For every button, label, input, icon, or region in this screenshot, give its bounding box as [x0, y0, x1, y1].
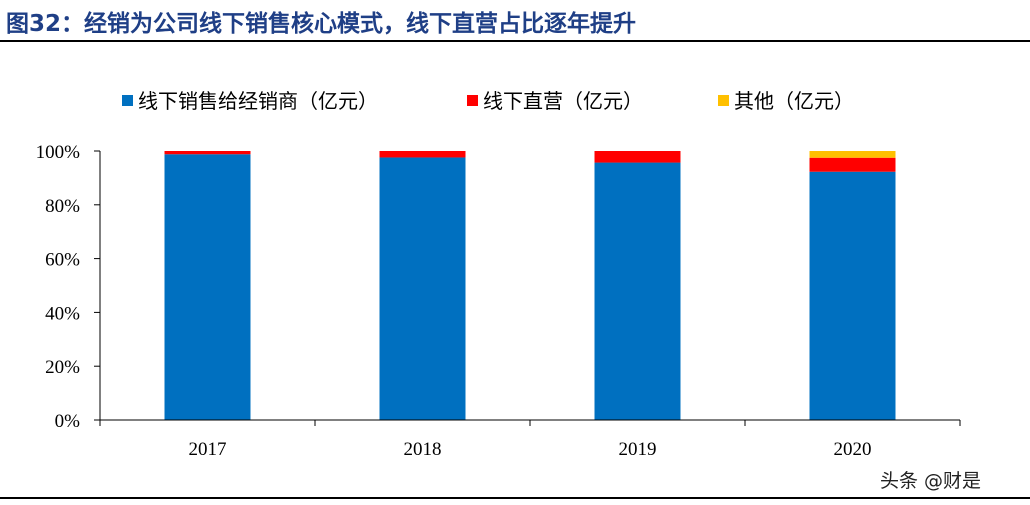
watermark: 头条 @财是 — [880, 470, 982, 492]
bar-segment — [809, 157, 896, 172]
chart-legend: 线下销售给经销商（亿元） 线下直营（亿元） 其他（亿元） — [122, 89, 854, 113]
y-tick-label: 60% — [45, 250, 80, 271]
y-tick-label: 40% — [45, 303, 80, 324]
y-tick-label: 20% — [45, 357, 80, 378]
bar-segment — [594, 162, 681, 420]
bar-segment — [809, 151, 896, 158]
x-tick-label: 2020 — [834, 439, 872, 460]
top-rule — [0, 40, 1030, 42]
legend-swatch — [718, 95, 729, 106]
bar-segment — [379, 151, 466, 158]
bar-segment — [809, 171, 896, 420]
y-tick-label: 100% — [36, 142, 81, 163]
legend-label: 线下销售给经销商（亿元） — [138, 89, 378, 113]
y-tick-label: 80% — [45, 196, 80, 217]
figure-title: 图32：经销为公司线下销售核心模式，线下直营占比逐年提升 — [6, 11, 637, 37]
axes: 0% 20% 40% 60% 80% 100% 2017 2018 2019 2020 — [36, 142, 961, 460]
y-tick-label: 0% — [55, 411, 81, 432]
x-tick-label: 2019 — [619, 439, 657, 460]
x-tick-label: 2018 — [404, 439, 442, 460]
bar-segment — [594, 151, 681, 163]
bar-group — [164, 151, 896, 420]
legend-label: 线下直营（亿元） — [483, 89, 643, 113]
bar-segment — [164, 154, 251, 420]
legend-swatch — [467, 95, 478, 106]
bar-segment — [164, 151, 251, 155]
legend-label: 其他（亿元） — [734, 89, 854, 113]
x-tick-label: 2017 — [189, 439, 227, 460]
bottom-rule — [0, 497, 1030, 499]
legend-swatch — [122, 95, 133, 106]
bar-segment — [379, 157, 466, 420]
